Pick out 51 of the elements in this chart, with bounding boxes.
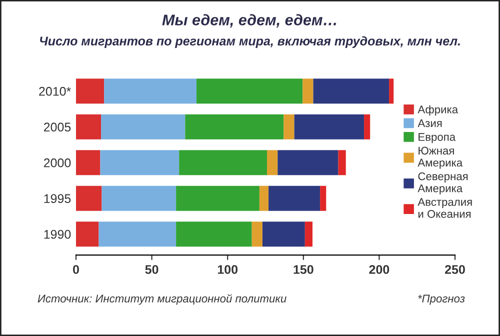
bar — [176, 222, 252, 247]
bar — [104, 78, 197, 104]
bar — [364, 114, 370, 140]
bar — [102, 186, 176, 211]
x-tick-label: 0 — [73, 265, 79, 274]
bar — [284, 114, 294, 140]
legend-label: Северная Америка — [418, 172, 468, 194]
bar — [320, 186, 326, 211]
bar — [179, 150, 268, 176]
y-tick-label: 1995 — [44, 194, 71, 204]
legend-label: Европа — [418, 133, 456, 144]
chart-subtitle: Число мигрантов по регионам мира, включая трудовых, млн чел. — [40, 36, 460, 48]
bar — [268, 186, 320, 211]
bar — [100, 150, 180, 176]
bar — [294, 114, 364, 140]
y-tick-label: 2005 — [44, 122, 71, 132]
y-tick-label: 2000 — [44, 158, 71, 168]
x-tick-label: 150 — [294, 265, 314, 274]
bar — [98, 222, 176, 247]
bar — [76, 114, 102, 140]
bar — [185, 114, 284, 140]
bar — [278, 150, 338, 176]
bar — [76, 78, 104, 104]
bar — [313, 78, 390, 104]
y-tick-label: 2010* — [39, 86, 71, 96]
legend-label: Южная Америка — [418, 146, 463, 169]
bar — [252, 222, 262, 247]
chart-title: Мы едем, едем, едем… — [162, 14, 336, 28]
bar — [196, 78, 303, 104]
bar — [76, 186, 102, 211]
bar — [338, 150, 346, 176]
text: Источник: Институт миграционной политики — [38, 294, 286, 305]
bar — [176, 186, 260, 211]
legend-label: Азия — [418, 119, 442, 128]
legend-label: Африка — [418, 105, 458, 116]
bar — [389, 78, 394, 104]
legend-label: Австралия и Океания — [418, 198, 472, 218]
bar — [267, 150, 278, 176]
x-tick-label: 200 — [369, 265, 390, 274]
x-tick-label: 250 — [445, 265, 465, 274]
x-tick-label: 100 — [218, 265, 238, 274]
bar — [302, 78, 314, 104]
x-tick-label: 50 — [145, 265, 158, 274]
bar — [259, 186, 269, 211]
text: *Прогноз — [418, 294, 465, 305]
bar — [76, 150, 100, 176]
bar — [262, 222, 305, 247]
bar — [304, 222, 312, 247]
bar — [101, 114, 186, 140]
y-tick-label: 1990 — [44, 230, 71, 239]
bar — [76, 222, 99, 247]
